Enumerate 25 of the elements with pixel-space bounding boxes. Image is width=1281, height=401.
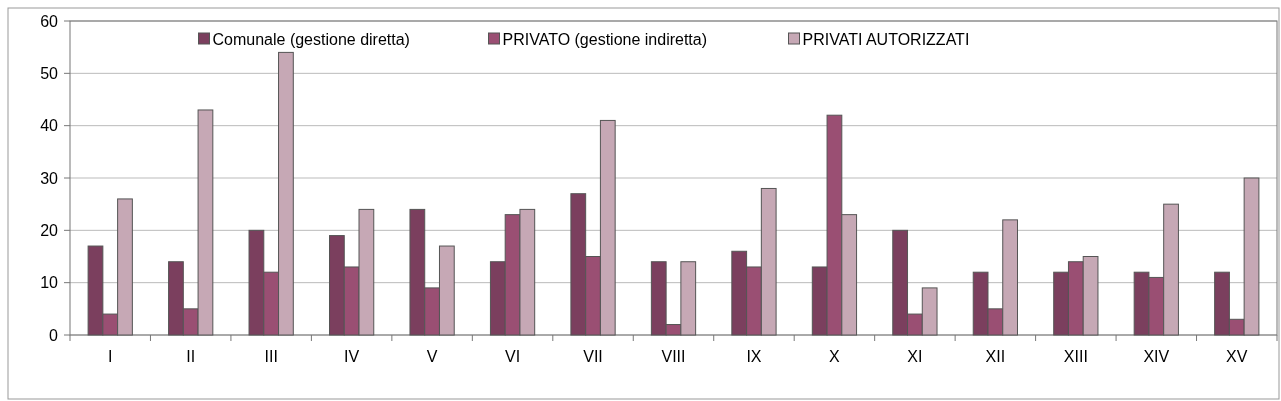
x-tick-label: XIV [1143, 348, 1170, 365]
x-tick-label: XI [907, 348, 923, 365]
y-tick-label: 10 [40, 274, 59, 292]
legend-label: PRIVATI AUTORIZZATI [802, 30, 970, 48]
x-tick-label: IV [344, 348, 360, 365]
y-tick-label: 20 [40, 221, 59, 239]
x-tick-label: VII [583, 348, 603, 365]
x-tick-label: VIII [661, 348, 686, 365]
x-tick-label: X [829, 348, 841, 365]
x-tick-label: I [108, 348, 113, 365]
y-tick-label: 50 [40, 64, 59, 82]
legend-label: Comunale (gestione diretta) [212, 30, 410, 48]
y-tick-label: 40 [40, 117, 59, 135]
y-tick-label: 60 [40, 12, 59, 30]
x-tick-label: II [186, 348, 196, 365]
x-tick-label: XV [1226, 348, 1248, 365]
x-tick-label: IX [746, 348, 762, 365]
legend-label: PRIVATO (gestione indiretta) [502, 30, 708, 48]
x-tick-label: III [264, 348, 278, 365]
x-tick-label: VI [505, 348, 521, 365]
x-tick-label: V [426, 348, 438, 365]
x-tick-label: XII [985, 348, 1006, 365]
y-tick-label: 30 [40, 169, 59, 187]
y-tick-label: 0 [49, 326, 59, 344]
x-tick-label: XIII [1063, 348, 1088, 365]
